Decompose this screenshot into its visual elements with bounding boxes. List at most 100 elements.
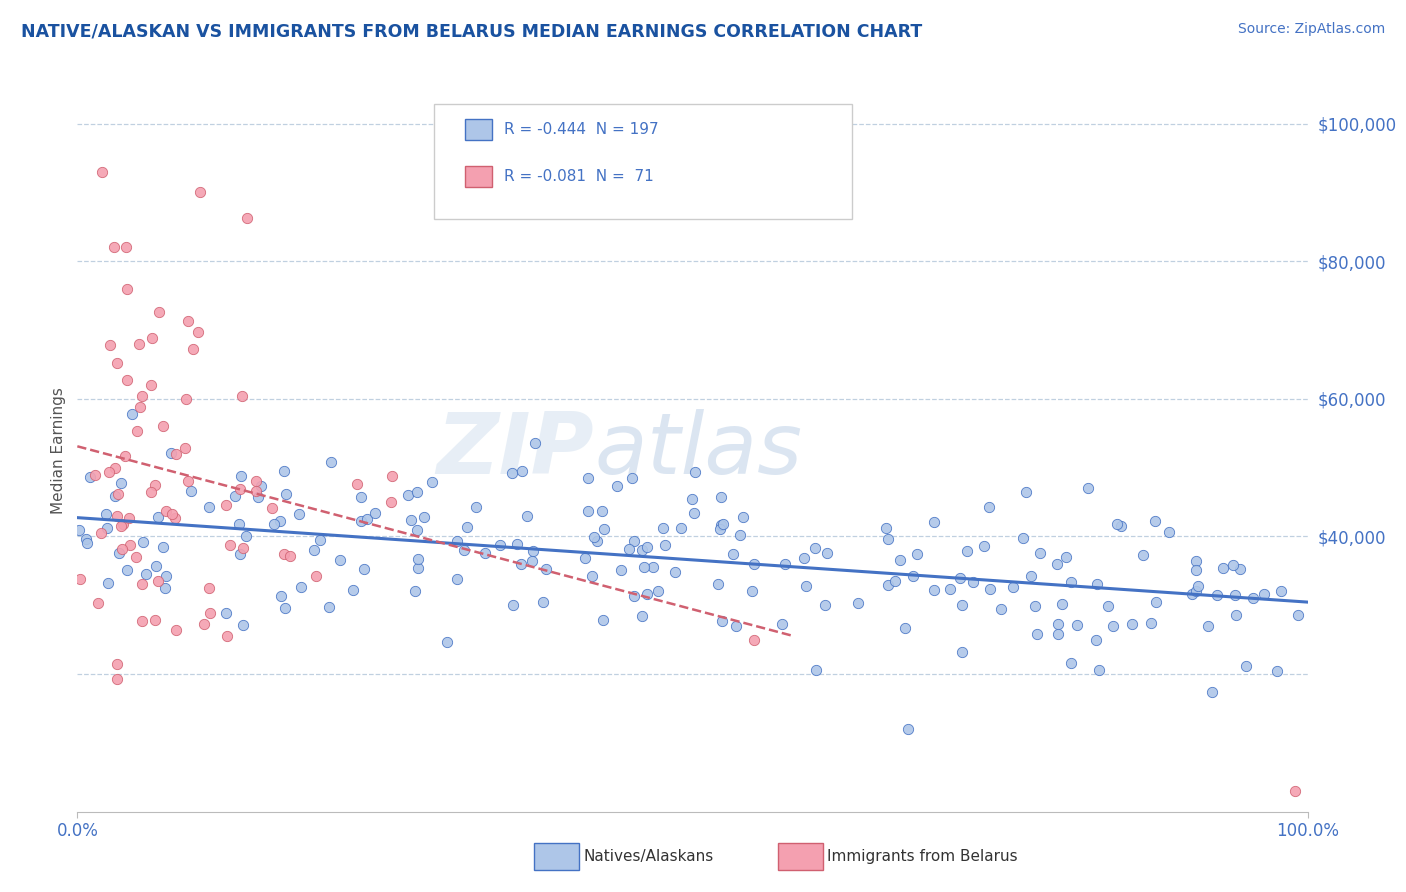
Point bbox=[583, 530, 606, 544]
Point bbox=[617, 541, 640, 556]
Point bbox=[950, 598, 973, 612]
Point bbox=[682, 507, 704, 521]
Point bbox=[288, 507, 311, 521]
Point bbox=[141, 378, 163, 392]
Point bbox=[1001, 580, 1024, 594]
Point bbox=[446, 572, 468, 586]
Point bbox=[229, 547, 252, 561]
Point bbox=[636, 540, 658, 554]
Point bbox=[1140, 616, 1163, 631]
Point bbox=[129, 401, 152, 415]
Point bbox=[1206, 588, 1229, 602]
Point bbox=[1270, 583, 1292, 598]
Point bbox=[501, 466, 523, 480]
Point bbox=[84, 468, 107, 483]
Point bbox=[198, 606, 221, 620]
Point bbox=[111, 542, 134, 557]
Point bbox=[152, 540, 174, 554]
Point bbox=[270, 590, 292, 604]
Point bbox=[922, 515, 945, 529]
Point bbox=[1019, 569, 1042, 583]
Point bbox=[112, 516, 135, 531]
Point bbox=[273, 464, 295, 478]
Point bbox=[381, 469, 404, 483]
Point bbox=[1121, 617, 1143, 632]
Point bbox=[877, 532, 900, 546]
Point bbox=[224, 490, 246, 504]
Point bbox=[534, 562, 557, 576]
Point bbox=[401, 513, 423, 527]
Point bbox=[741, 584, 763, 599]
Point bbox=[124, 549, 146, 564]
Point bbox=[1222, 558, 1244, 572]
Point bbox=[636, 587, 658, 601]
Point bbox=[474, 546, 496, 560]
Point bbox=[1201, 685, 1223, 699]
Point bbox=[228, 517, 250, 532]
Point bbox=[115, 373, 138, 387]
Point bbox=[278, 549, 301, 564]
Point bbox=[654, 538, 676, 552]
Point bbox=[406, 561, 429, 575]
Point bbox=[321, 455, 343, 469]
Point bbox=[118, 538, 141, 552]
Point bbox=[231, 389, 253, 403]
Point bbox=[356, 512, 378, 526]
Point bbox=[110, 476, 132, 491]
Point bbox=[889, 552, 911, 566]
Point bbox=[446, 533, 468, 548]
Point bbox=[581, 569, 603, 583]
Point bbox=[96, 520, 118, 534]
Point bbox=[990, 601, 1012, 615]
Point bbox=[105, 657, 128, 672]
Point bbox=[591, 504, 613, 518]
Point bbox=[139, 485, 162, 500]
Point bbox=[1046, 626, 1069, 640]
Point bbox=[105, 672, 128, 686]
Point bbox=[1046, 617, 1069, 632]
Point bbox=[1046, 557, 1069, 571]
Point bbox=[505, 537, 527, 551]
Point bbox=[350, 514, 373, 528]
Point bbox=[165, 511, 187, 525]
Point bbox=[733, 509, 755, 524]
Point bbox=[245, 474, 267, 488]
Point bbox=[510, 464, 533, 478]
Point bbox=[69, 573, 91, 587]
Point bbox=[901, 569, 924, 583]
Point bbox=[114, 449, 136, 463]
Point bbox=[160, 507, 183, 521]
Point bbox=[770, 616, 793, 631]
Point bbox=[1101, 618, 1123, 632]
Bar bbox=[465, 120, 492, 140]
Point bbox=[711, 614, 734, 628]
Point bbox=[94, 508, 117, 522]
Point bbox=[893, 621, 915, 635]
Point bbox=[174, 392, 197, 407]
Point bbox=[87, 596, 110, 610]
FancyBboxPatch shape bbox=[434, 103, 852, 219]
Point bbox=[105, 508, 128, 523]
Y-axis label: Median Earnings: Median Earnings bbox=[51, 387, 66, 514]
Point bbox=[214, 498, 236, 512]
Point bbox=[742, 632, 765, 647]
Point bbox=[181, 342, 204, 356]
Point bbox=[531, 595, 554, 609]
Point bbox=[1181, 586, 1204, 600]
Text: Natives/Alaskans: Natives/Alaskans bbox=[583, 849, 714, 863]
Point bbox=[1015, 484, 1038, 499]
Point bbox=[522, 544, 544, 558]
Point bbox=[110, 519, 132, 533]
Point bbox=[510, 557, 533, 571]
Point bbox=[1109, 519, 1132, 533]
Point bbox=[79, 470, 101, 484]
Point bbox=[98, 338, 121, 352]
Point bbox=[516, 508, 538, 523]
Text: Source: ZipAtlas.com: Source: ZipAtlas.com bbox=[1237, 22, 1385, 37]
Point bbox=[973, 539, 995, 553]
Point bbox=[363, 506, 385, 520]
Point bbox=[1253, 587, 1275, 601]
Point bbox=[107, 487, 129, 501]
Point bbox=[309, 533, 332, 547]
Point bbox=[380, 494, 402, 508]
